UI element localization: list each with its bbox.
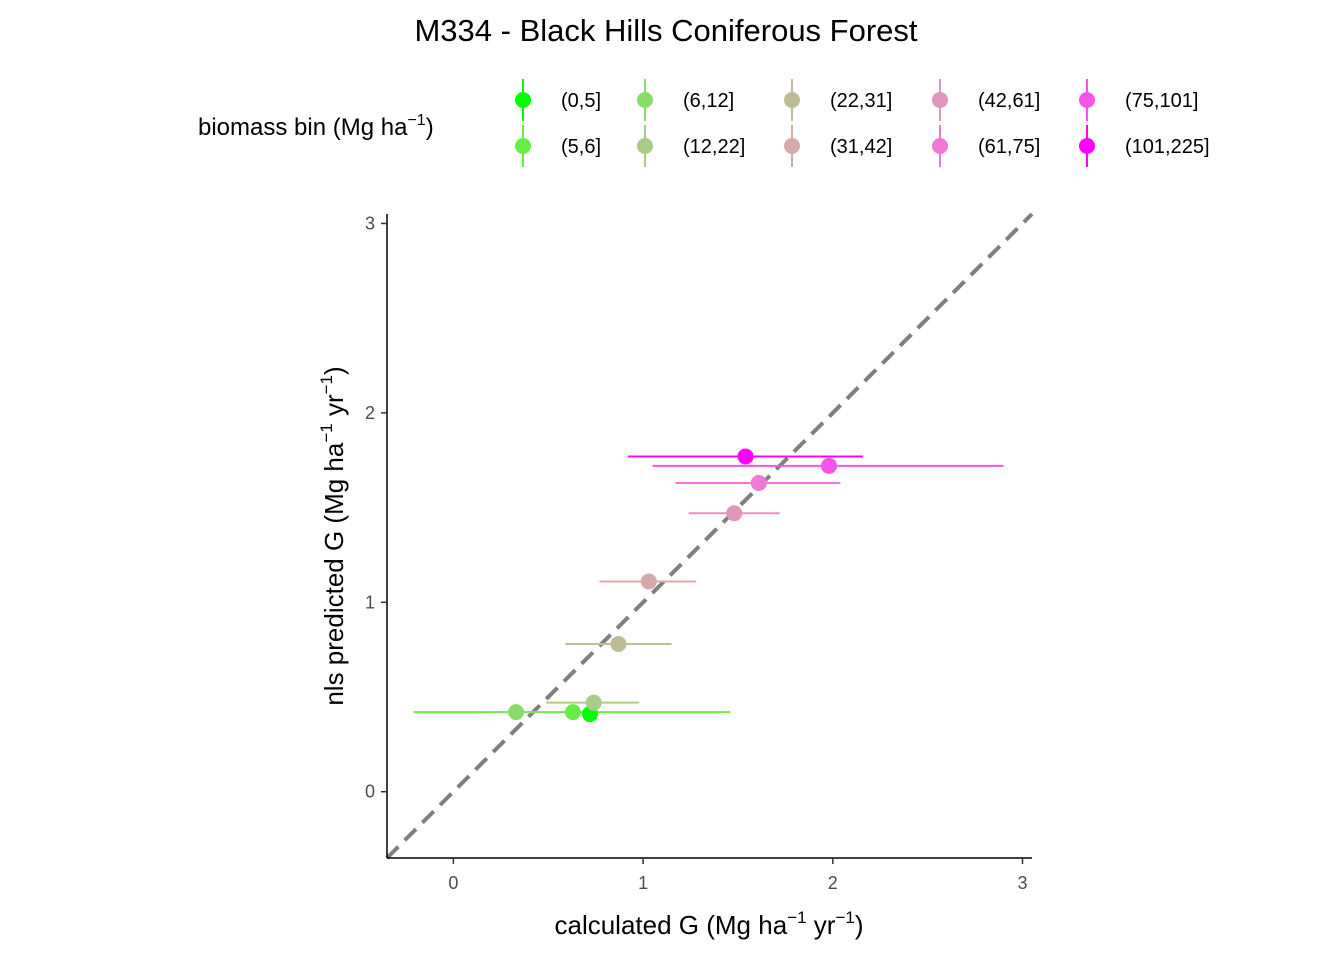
legend-item: (6,12]: [637, 79, 734, 121]
y-axis-title-sup2: −1: [317, 375, 336, 394]
x-axis-title-end: ): [855, 910, 864, 940]
y-axis-title: nls predicted G (Mg ha−1 yr−1): [317, 366, 349, 705]
y-axis-title-mid: yr: [319, 394, 349, 423]
x-axis-title-sup2: −1: [835, 908, 854, 927]
legend-key-point: [1079, 138, 1095, 154]
legend-key-point: [784, 92, 800, 108]
reference-line-group: [385, 212, 1034, 860]
plot-panel: 0 1 2 3 0 1 2 3: [365, 212, 1034, 893]
legend-item: (101,225]: [1079, 125, 1210, 167]
y-tick-label: 1: [365, 592, 375, 612]
x-ticks: 0 1 2 3: [448, 858, 1028, 893]
y-axis-title-sup1: −1: [317, 423, 336, 442]
data-point: [564, 704, 581, 721]
legend-label: (75,101]: [1125, 90, 1198, 112]
legend-label: (101,225]: [1125, 136, 1210, 158]
data-point: [508, 704, 524, 721]
legend-label: (61,75]: [978, 136, 1040, 158]
reference-line: [385, 212, 1034, 860]
data-point: [737, 448, 754, 465]
legend-label: (6,12]: [683, 90, 734, 112]
legend-title-end: ): [426, 114, 434, 141]
x-tick-label: 1: [638, 873, 648, 893]
chart-title: M334 - Black Hills Coniferous Forest: [414, 13, 917, 48]
legend-key-point: [1079, 92, 1095, 108]
legend-item: (75,101]: [1079, 79, 1198, 121]
legend-key-point: [784, 138, 800, 154]
y-ticks: 0 1 2 3: [365, 213, 387, 802]
legend-key-point: [515, 92, 531, 108]
legend-label: (31,42]: [830, 136, 892, 158]
x-axis-title-mid: yr: [807, 910, 836, 940]
legend-item: (61,75]: [932, 125, 1040, 167]
legend-item: (31,42]: [784, 125, 892, 167]
y-tick-label: 2: [365, 403, 375, 423]
errorbar-group: [413, 455, 1004, 714]
y-axis-title-base: nls predicted G (Mg ha: [319, 442, 349, 706]
data-point: [726, 505, 743, 522]
legend-key-point: [515, 138, 531, 154]
legend-key-point: [637, 92, 653, 108]
data-point: [585, 694, 602, 711]
legend-key-point: [932, 138, 948, 154]
legend-title-sup: −1: [407, 112, 425, 129]
y-tick-label: 0: [365, 782, 375, 802]
legend-label: (12,22]: [683, 136, 745, 158]
data-point: [610, 635, 627, 652]
legend-title: biomass bin (Mg ha−1): [198, 112, 434, 141]
x-tick-label: 0: [448, 873, 458, 893]
legend-item: (22,31]: [784, 79, 892, 121]
legend-item: (0,5]: [515, 79, 601, 121]
legend-label: (22,31]: [830, 90, 892, 112]
legend-label: (42,61]: [978, 90, 1040, 112]
legend-label: (5,6]: [561, 136, 601, 158]
x-tick-label: 2: [828, 873, 838, 893]
x-tick-label: 3: [1018, 873, 1028, 893]
data-point: [821, 457, 838, 474]
legend-items: (0,5] (5,6] (6,12] (12,22] (22,31] (31,42] (42…: [515, 79, 1210, 167]
x-axis-title-base: calculated G (Mg ha: [554, 910, 787, 940]
legend-key-point: [637, 138, 653, 154]
legend-item: (5,6]: [515, 125, 601, 167]
y-tick-label: 3: [365, 213, 375, 233]
x-axis-title: calculated G (Mg ha−1 yr−1): [554, 908, 863, 940]
data-point: [750, 474, 767, 491]
legend-label: (0,5]: [561, 90, 601, 112]
x-axis-title-sup1: −1: [787, 908, 806, 927]
legend: biomass bin (Mg ha−1) (0,5] (5,6] (6,12] (1…: [198, 79, 1210, 167]
legend-item: (12,22]: [637, 125, 745, 167]
legend-title-base: biomass bin (Mg ha: [198, 114, 408, 141]
legend-key-point: [932, 92, 948, 108]
data-point: [640, 573, 657, 590]
legend-item: (42,61]: [932, 79, 1040, 121]
y-axis-title-end: ): [319, 366, 349, 375]
point-group: [508, 448, 838, 723]
